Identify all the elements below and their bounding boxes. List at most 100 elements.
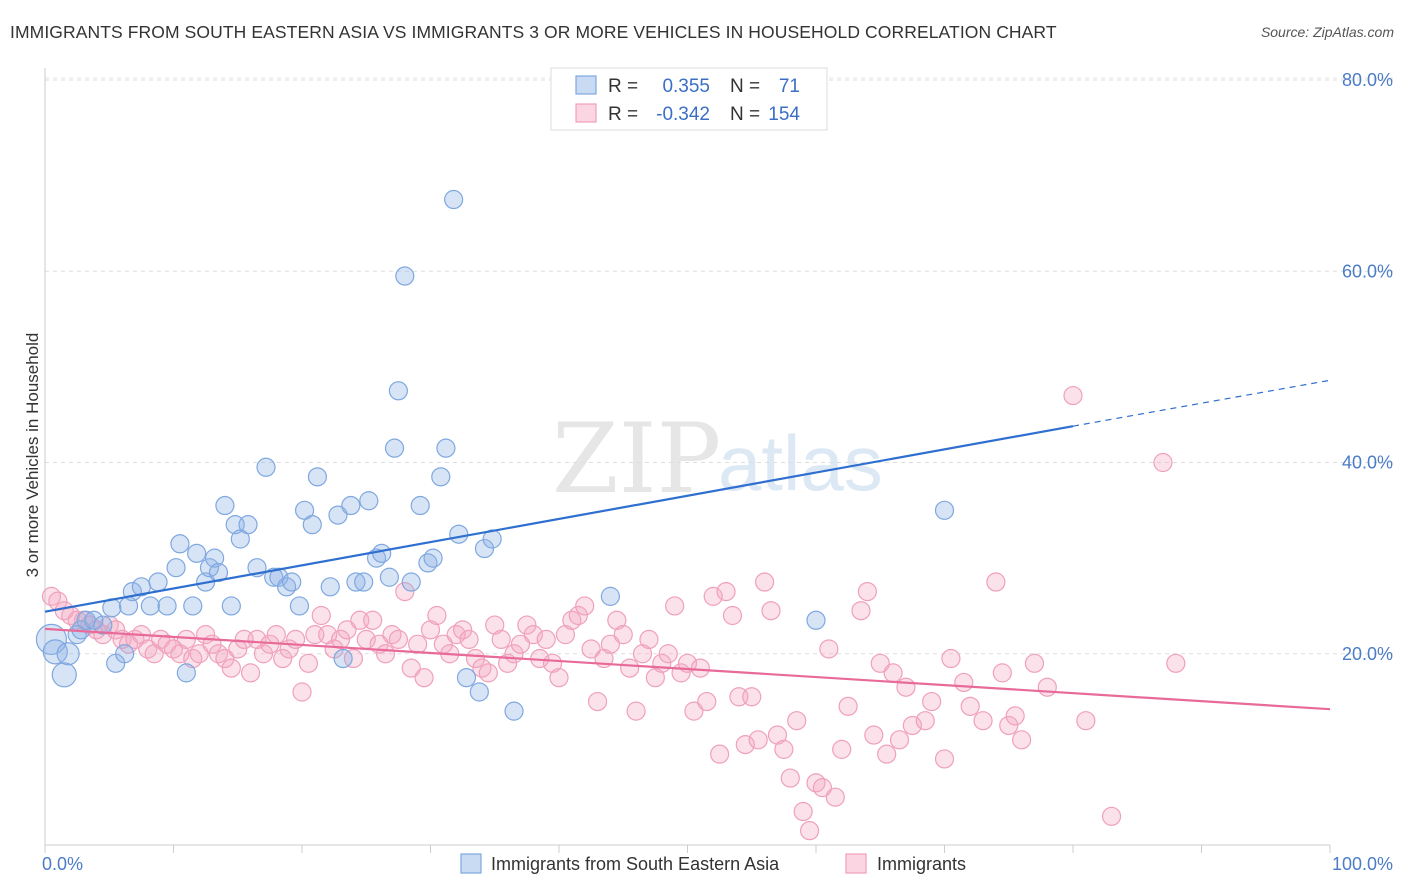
point-south-eastern-asia-3 [56, 642, 80, 666]
point-immigrants-115 [780, 768, 800, 788]
point-south-eastern-asia-47 [354, 572, 374, 592]
point-immigrants-46 [337, 620, 357, 640]
point-south-eastern-asia-41 [307, 467, 328, 487]
point-south-eastern-asia-22 [187, 543, 207, 563]
point-immigrants-146 [1024, 653, 1045, 673]
point-south-eastern-asia-52 [384, 438, 405, 458]
point-immigrants-150 [1101, 806, 1122, 826]
point-south-eastern-asia-68 [600, 586, 621, 606]
point-immigrants-130 [883, 663, 903, 683]
point-immigrants-91 [626, 701, 646, 721]
legend-swatch-blue [575, 75, 597, 95]
y-tick-label-20: 20.0% [1342, 644, 1393, 664]
bottom-legend-swatch-pink [845, 853, 867, 874]
point-immigrants-40 [298, 653, 319, 673]
point-immigrants-117 [793, 801, 813, 822]
point-immigrants-82 [568, 605, 588, 626]
point-immigrants-39 [292, 682, 312, 702]
legend-n-label-2: N = [730, 104, 760, 125]
point-immigrants-54 [388, 629, 408, 650]
point-immigrants-113 [767, 725, 788, 745]
point-immigrants-149 [1076, 711, 1096, 731]
point-immigrants-120 [812, 778, 833, 798]
point-immigrants-69 [485, 615, 505, 635]
point-immigrants-128 [870, 653, 890, 673]
point-immigrants-79 [549, 668, 569, 688]
point-immigrants-78 [542, 653, 563, 673]
point-south-eastern-asia-70 [934, 500, 955, 520]
point-immigrants-116 [787, 711, 807, 731]
point-south-eastern-asia-62 [449, 524, 469, 544]
point-immigrants-148 [1063, 385, 1083, 406]
point-south-eastern-asia-33 [256, 457, 276, 477]
point-south-eastern-asia-21 [183, 596, 203, 616]
point-immigrants-132 [896, 677, 916, 697]
point-immigrants-131 [889, 730, 910, 750]
point-immigrants-80 [555, 625, 576, 645]
point-immigrants-133 [902, 715, 922, 736]
point-immigrants-147 [1037, 677, 1057, 697]
point-immigrants-88 [607, 610, 627, 630]
point-immigrants-85 [587, 691, 608, 712]
point-immigrants-142 [992, 663, 1012, 683]
point-immigrants-102 [697, 691, 717, 712]
legend-n-label-1: N = [730, 76, 760, 97]
point-south-eastern-asia-16 [148, 572, 168, 592]
point-south-eastern-asia-28 [221, 596, 241, 616]
point-immigrants-23 [189, 644, 209, 664]
point-south-eastern-asia-45 [341, 495, 361, 516]
point-immigrants-92 [632, 644, 653, 664]
legend-r-value-1: 0.355 [662, 76, 710, 97]
point-immigrants-52 [375, 644, 396, 664]
legend-swatch-pink [575, 103, 597, 123]
point-immigrants-145 [1011, 730, 1032, 750]
point-south-eastern-asia-2 [51, 662, 77, 688]
x-tick-label-0: 0.0% [42, 854, 83, 874]
point-immigrants-138 [954, 672, 974, 693]
point-south-eastern-asia-65 [474, 538, 495, 559]
point-immigrants-108 [735, 734, 755, 755]
bottom-legend-swatch-blue [460, 853, 482, 874]
y-tick-label-40: 40.0% [1342, 453, 1393, 473]
point-south-eastern-asia-43 [328, 505, 348, 525]
bottom-legend-label-blue: Immigrants from South Eastern Asia [491, 854, 780, 874]
point-south-eastern-asia-40 [302, 515, 322, 535]
trend-lines [44, 379, 1331, 711]
point-immigrants-60 [427, 605, 447, 626]
point-south-eastern-asia-8 [93, 615, 113, 635]
point-immigrants-140 [973, 711, 993, 731]
top-legend: R = 0.355 N = 71 R = -0.342 N = 154 [550, 67, 828, 131]
point-immigrants-58 [414, 668, 434, 688]
point-south-eastern-asia-63 [456, 668, 477, 688]
point-immigrants-50 [363, 610, 383, 630]
point-immigrants-105 [716, 581, 736, 602]
point-immigrants-101 [690, 658, 710, 678]
point-immigrants-135 [922, 691, 942, 712]
point-immigrants-134 [915, 711, 935, 731]
point-south-eastern-asia-35 [269, 567, 289, 587]
point-immigrants-104 [710, 744, 730, 764]
point-south-eastern-asia-37 [282, 572, 302, 592]
legend-n-value-2: 154 [768, 104, 800, 125]
point-south-eastern-asia-50 [372, 543, 392, 563]
point-immigrants-143 [999, 715, 1019, 736]
point-south-eastern-asia-53 [388, 381, 408, 401]
point-south-eastern-asia-51 [379, 567, 399, 587]
point-south-eastern-asia-7 [84, 610, 104, 630]
point-immigrants-106 [722, 605, 743, 626]
point-immigrants-118 [799, 821, 820, 841]
point-immigrants-31 [241, 663, 261, 683]
point-south-eastern-asia-48 [359, 491, 379, 511]
point-immigrants-36 [273, 648, 293, 669]
trend-line-immigrants [44, 627, 1331, 711]
point-immigrants-136 [934, 749, 955, 769]
point-immigrants-89 [613, 625, 633, 645]
point-south-eastern-asia-55 [401, 572, 421, 592]
point-south-eastern-asia-46 [346, 572, 366, 592]
point-immigrants-122 [825, 787, 845, 807]
legend-r-label-2: R = [608, 104, 638, 125]
point-immigrants-87 [600, 634, 621, 654]
point-immigrants-33 [253, 644, 274, 664]
chart-title: IMMIGRANTS FROM SOUTH EASTERN ASIA VS IM… [10, 22, 1057, 42]
x-tick-label-100: 100.0% [1332, 854, 1393, 874]
